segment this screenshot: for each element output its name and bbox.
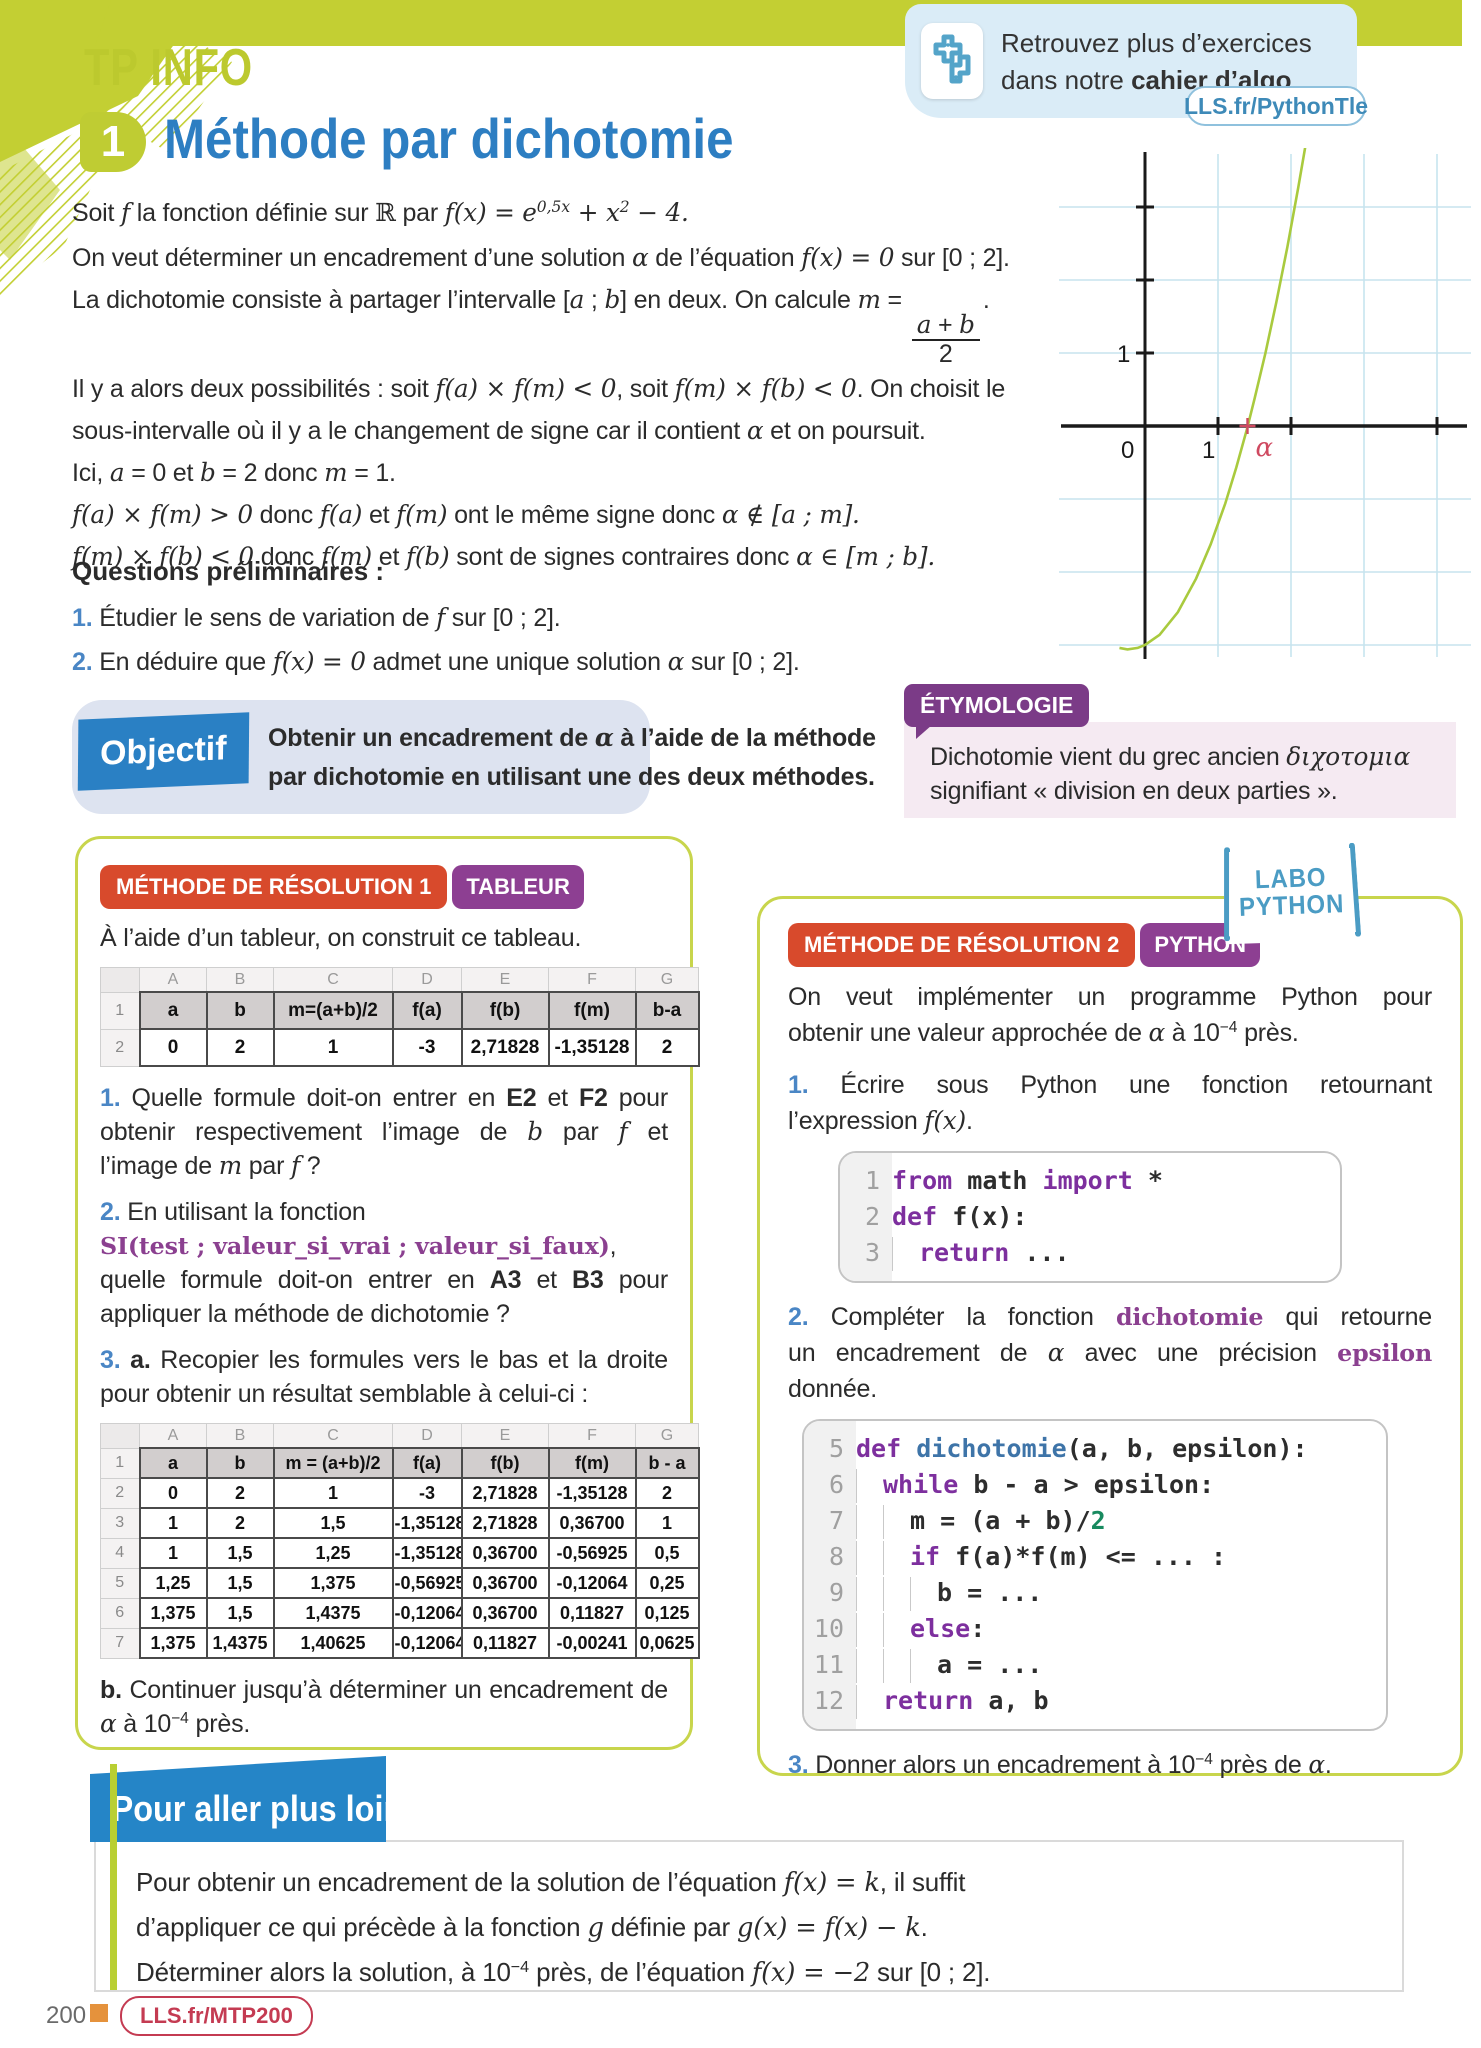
left-bracket-icon — [1224, 847, 1230, 942]
svg-text:α: α — [1255, 433, 1273, 463]
svg-text:1: 1 — [1117, 341, 1130, 368]
labo-line2: PYTHON — [1238, 888, 1345, 922]
further-box: Pour obtenir un encadrement de la soluti… — [94, 1840, 1404, 1992]
further-banner: Pour aller plus loin — [90, 1756, 386, 1842]
page-number: 200 — [46, 2002, 87, 2029]
info-line2-prefix: dans notre — [1001, 65, 1132, 95]
spreadsheet-table-1: A B C D E F G 1 a b m=(a+b)/2 f(a) f(b) f(m) b-a 2 0 2 1 -3… — [100, 967, 700, 1067]
method2-box: MÉTHODE DE RÉSOLUTION 2 PYTHON On veut i… — [757, 896, 1463, 1779]
python-code-block-2: 5 def dichotomie(a, b, epsilon): 6 while b … — [802, 1419, 1388, 1731]
exercises-info-text: Retrouvez plus d’exercices dans notre ca… — [1001, 25, 1312, 99]
svg-text:0: 0 — [1121, 437, 1134, 464]
method1-question3: 3. a. Recopier les formules vers le bas … — [100, 1346, 668, 1408]
further-banner-label: Pour aller plus loin — [111, 1788, 404, 1829]
method2-question1: 1. Écrire sous Python une fonction retou… — [788, 1071, 1432, 1135]
method2-tag: PYTHON — [1140, 923, 1261, 967]
labo-python-badge: LABO PYTHON — [1222, 839, 1362, 945]
method1-box: MÉTHODE DE RÉSOLUTION 1 TABLEUR À l’aide… — [75, 836, 700, 1750]
objectif-label: Objectif — [77, 712, 249, 791]
method1-question1: 1. Quelle formule doit-on entrer en E2 e… — [100, 1084, 668, 1180]
method2-question2: 2. Compléter la fonction dichotomie qui … — [788, 1303, 1433, 1403]
method1-question2: 2. En utilisant la fonction SI(test ; val… — [100, 1198, 668, 1328]
prelim-questions: 1. Étudier le sens de variation de f sur… — [72, 603, 800, 676]
objectif-text: Obtenir un encadrement de α à l’aide de … — [268, 723, 876, 791]
objectif-box: Objectif Obtenir un encadrement de α à l… — [72, 700, 876, 814]
python-code-block-1: 1 from math import * 2 def f(x): 3 return ... — [838, 1151, 1342, 1283]
etymologie-label: ÉTYMOLOGIE — [904, 684, 1090, 739]
page-kicker: TP INFO — [84, 39, 253, 97]
svg-text:1: 1 — [1202, 437, 1215, 464]
method1-question3b: b. Continuer jusqu’à déterminer un encad… — [100, 1676, 668, 1738]
exercises-info-box: Retrouvez plus d’exercices dans notre ca… — [905, 4, 1357, 118]
method2-intro: On veut implémenter un programme Python … — [788, 983, 1432, 1047]
cahier-algo-icon — [921, 23, 983, 99]
method2-badge: MÉTHODE DE RÉSOLUTION 2 — [788, 923, 1136, 967]
page-title: Méthode par dichotomie — [164, 107, 734, 170]
method2-question3: 3. Donner alors un encadrement à 10−4 pr… — [788, 1750, 1332, 1779]
method1-tag: TABLEUR — [452, 865, 584, 909]
info-line1: Retrouvez plus d’exercices — [1001, 28, 1312, 58]
etymologie-box: Dichotomie vient du grec ancien διχοτομι… — [904, 722, 1456, 818]
right-bracket-icon — [1348, 842, 1362, 937]
method1-intro: À l’aide d’un tableur, on construit ce t… — [100, 924, 582, 952]
further-accent-bar — [110, 1764, 117, 1990]
function-graph: 1 0 1 α — [1055, 123, 1475, 668]
prelim-heading: Questions préliminaires : — [72, 556, 385, 586]
page-marker-square — [90, 2004, 108, 2022]
python-link[interactable]: LLS.fr/PythonTle — [1184, 86, 1368, 126]
intro-paragraph: Soit f la fonction définie sur ℝ par f(x… — [72, 198, 1010, 571]
method1-badge: MÉTHODE DE RÉSOLUTION 1 — [100, 865, 448, 909]
activity-number-badge: 1 — [80, 112, 146, 172]
page-link[interactable]: LLS.fr/MTP200 — [120, 1996, 313, 2036]
